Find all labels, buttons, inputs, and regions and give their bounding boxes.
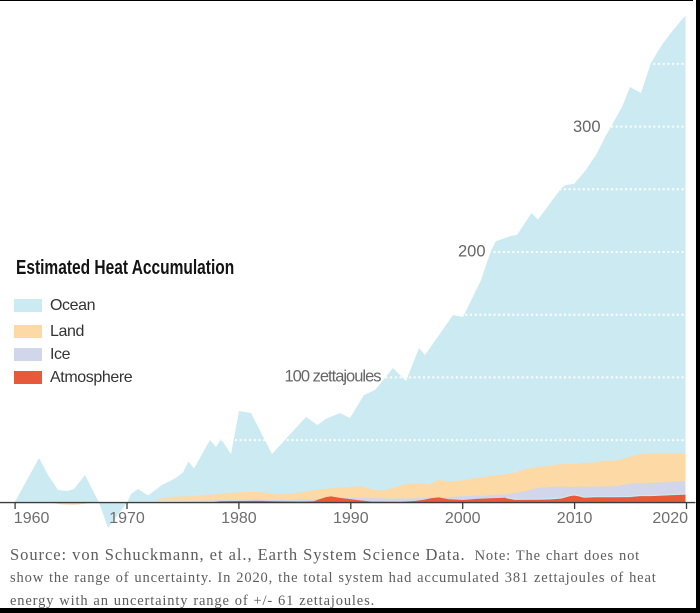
svg-text:300: 300 [573, 118, 601, 136]
svg-text:1970: 1970 [109, 510, 145, 527]
svg-text:200: 200 [458, 243, 486, 261]
svg-text:1980: 1980 [221, 510, 257, 527]
svg-text:100 zettajoules: 100 zettajoules [285, 368, 382, 386]
svg-text:2020: 2020 [652, 510, 688, 527]
svg-text:1960: 1960 [14, 510, 50, 527]
svg-text:1990: 1990 [333, 510, 369, 527]
svg-text:2010: 2010 [557, 510, 593, 527]
svg-text:2000: 2000 [445, 510, 481, 527]
